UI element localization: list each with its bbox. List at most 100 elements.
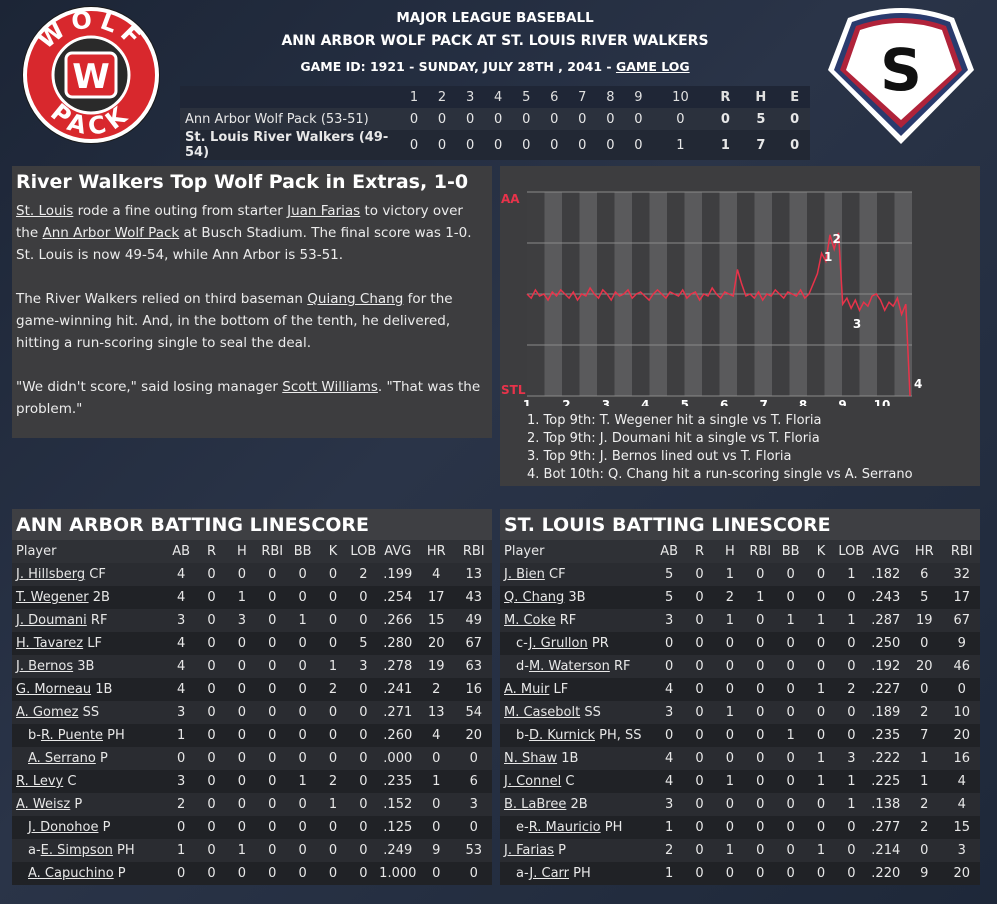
home-batting-table: Player AB R H RBI BB K LOB AVG HR RBI J. Bien CF 5 0 1… (500, 540, 980, 885)
column-header: AB (653, 540, 685, 563)
player-name-link[interactable]: M. Casebolt (504, 705, 581, 720)
stat-cell: .125 (378, 816, 418, 839)
player-name-link[interactable]: J. Bernos (16, 659, 74, 674)
stat-cell: 20 (943, 724, 980, 747)
player-name-link[interactable]: J. Hillsberg (16, 567, 86, 582)
linescore-row-away: Ann Arbor Wolf Pack (53-51) 0 0 0 0 0 0 … (180, 108, 810, 130)
game-log-link[interactable]: GAME LOG (615, 59, 690, 74)
stat-cell: 0 (317, 586, 349, 609)
stat-cell: 0 (348, 678, 379, 701)
stat-cell: .250 (866, 632, 906, 655)
stat-cell: 1 (165, 839, 197, 862)
home-inning-7: 0 (568, 130, 597, 160)
matchup-title: ANN ARBOR WOLF PACK AT ST. LOUIS RIVER W… (281, 33, 709, 49)
stat-cell: 2 (905, 701, 944, 724)
player-name-link[interactable]: J. Doumani (16, 613, 87, 628)
player-name-link[interactable]: G. Morneau (16, 682, 92, 697)
player-name-link[interactable]: N. Shaw (504, 751, 558, 766)
stat-cell: 0 (226, 678, 258, 701)
inning-tick-label: 7 (759, 398, 767, 406)
inning-tick-label: 8 (799, 398, 807, 406)
player-name-link[interactable]: R. Mauricio (528, 820, 601, 835)
recap-text: rode a fine outing from starter (73, 203, 288, 219)
batting-row: J. Hillsberg CF 4 0 0 0 0 0 2.199 4 13 (12, 563, 492, 586)
stat-cell: 0 (775, 701, 806, 724)
stat-cell: 1 (317, 793, 349, 816)
player-name-link[interactable]: J. Grullon (528, 636, 588, 651)
stat-cell: .189 (866, 701, 906, 724)
player-name-link[interactable]: A. Gomez (16, 705, 79, 720)
stat-cell: 17 (943, 586, 980, 609)
stat-cell: 2 (905, 793, 944, 816)
player-name-link[interactable]: A. Muir (504, 682, 550, 697)
player-name-link[interactable]: A. Weisz (16, 797, 71, 812)
player-name-link[interactable]: J. Farias (504, 843, 555, 858)
stat-cell: 1 (836, 609, 867, 632)
juan-farias-link[interactable]: Juan Farias (287, 203, 361, 219)
st-louis-link[interactable]: St. Louis (16, 203, 74, 219)
stat-cell: .138 (866, 793, 906, 816)
player-name-link[interactable]: A. Capuchino (28, 866, 114, 881)
stat-cell: 1 (317, 655, 349, 678)
player-name-link[interactable]: B. LaBree (504, 797, 567, 812)
player-name-link[interactable]: D. Kurnick (528, 728, 595, 743)
stat-cell: 0 (653, 655, 685, 678)
stat-cell: 2 (714, 586, 746, 609)
stat-cell: .271 (378, 701, 418, 724)
player-name-link[interactable]: J. Connel (504, 774, 562, 789)
column-header: Player (12, 540, 166, 563)
player-name-link[interactable]: J. Bien (504, 567, 545, 582)
column-header: HR (417, 540, 456, 563)
player-name-link[interactable]: A. Serrano (28, 751, 96, 766)
recap-text: The River Walkers relied on third basema… (16, 291, 308, 307)
stat-cell: 1 (226, 839, 258, 862)
errors-header: E (779, 86, 810, 108)
stat-cell: 0 (287, 793, 318, 816)
stat-cell: 0 (287, 816, 318, 839)
player-name-link[interactable]: E. Simpson (40, 843, 113, 858)
stat-cell: 0 (653, 724, 685, 747)
inning-tick-label: 10 (874, 398, 891, 406)
player-position: 1B (91, 682, 113, 697)
player-name-link[interactable]: M. Coke (504, 613, 556, 628)
stat-cell: 0 (714, 632, 746, 655)
player-name-link[interactable]: H. Tavarez (16, 636, 84, 651)
scott-williams-link[interactable]: Scott Williams (282, 379, 378, 395)
player-name-link[interactable]: T. Wegener (16, 590, 89, 605)
stat-cell: 0 (257, 655, 288, 678)
batting-row: A. Capuchino P 0 0 0 0 0 0 0 1.000 0 0 (12, 862, 492, 885)
stat-cell: .192 (866, 655, 906, 678)
stat-cell: 0 (775, 862, 806, 885)
player-name-link[interactable]: M. Waterson (528, 659, 610, 674)
recap-text: "We didn't score," said losing manager (16, 379, 283, 395)
stat-cell: 0 (348, 793, 379, 816)
stat-cell: 0 (805, 655, 837, 678)
ann-arbor-link[interactable]: Ann Arbor Wolf Pack (42, 225, 180, 241)
linescore-team-col (180, 86, 400, 108)
stat-cell: 1 (805, 609, 837, 632)
stat-cell: 43 (455, 586, 492, 609)
player-position: CF (544, 567, 566, 582)
player-name-link[interactable]: R. Levy (16, 774, 64, 789)
quiang-chang-link[interactable]: Quiang Chang (307, 291, 404, 307)
recap-text: . "That was the problem." (16, 379, 481, 417)
player-cell: A. Capuchino P (12, 862, 166, 885)
stat-cell: 9 (417, 839, 456, 862)
stat-cell: 3 (165, 770, 197, 793)
home-hits: 7 (742, 130, 780, 160)
home-inning-4: 0 (484, 130, 513, 160)
batting-row: d-M. Waterson RF 0 0 0 0 0 0 0.192 20 46 (500, 655, 980, 678)
player-name-link[interactable]: Q. Chang (504, 590, 565, 605)
player-name-link[interactable]: J. Donohoe (28, 820, 99, 835)
stat-cell: 0 (455, 747, 492, 770)
stat-cell: 0 (348, 586, 379, 609)
stat-cell: 0 (417, 793, 456, 816)
player-name-link[interactable]: J. Carr (529, 866, 569, 881)
home-team-name: St. Louis River Walkers (49-54) (180, 130, 400, 160)
stat-cell: 0 (684, 609, 715, 632)
batting-row: J. Bien CF 5 0 1 0 0 0 1.182 6 32 (500, 563, 980, 586)
player-name-link[interactable]: R. Puente (40, 728, 103, 743)
column-header: RBI (745, 540, 776, 563)
player-position: P (95, 751, 108, 766)
stat-cell: 2 (317, 678, 349, 701)
